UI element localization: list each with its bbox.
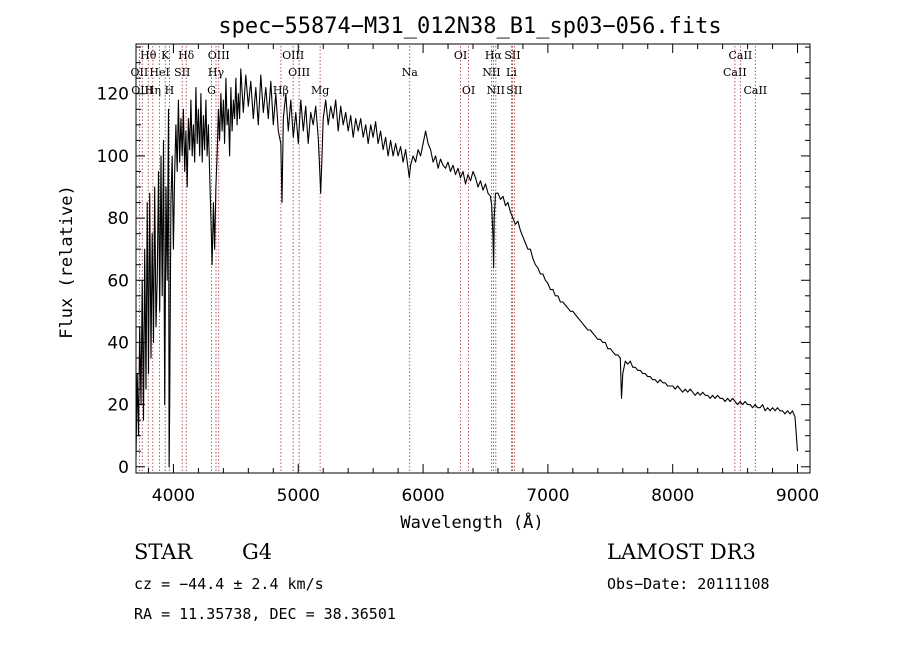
x-tick-label: 7000 [526, 486, 569, 506]
observation-date: Obs−Date: 20111108 [607, 575, 770, 593]
spectral-line-label: Hα [485, 49, 503, 62]
spectral-line-label: G [207, 84, 216, 97]
x-axis-ticks: 4000 5000 6000 7000 8000 9000 [147, 44, 819, 506]
spectral-line-label: Hθ [140, 49, 157, 62]
y-tick-label: 120 [97, 85, 129, 105]
x-tick-label: 8000 [651, 486, 694, 506]
spectral-line-label: OIII [282, 49, 304, 62]
spectral-line-label: OIII [208, 49, 230, 62]
y-tick-label: 100 [97, 147, 129, 167]
object-class: STAR [134, 540, 193, 564]
spectral-line-label: Hη [145, 84, 161, 97]
x-tick-label: 4000 [152, 486, 195, 506]
spectral-line-label: HeI [149, 66, 169, 79]
chart-title: spec−55874−M31_012N38_B1_sp03−056.fits [218, 14, 721, 39]
spectral-line-label: CaII [729, 49, 753, 62]
x-tick-label: 9000 [776, 486, 819, 506]
coordinates: RA = 11.35738, DEC = 38.36501 [134, 605, 396, 623]
redshift-value: cz = −44.4 ± 2.4 km/s [134, 575, 324, 593]
x-tick-label: 6000 [401, 486, 444, 506]
y-axis-ticks: 0 20 40 60 80 100 120 [97, 46, 810, 478]
spectral-line-label: SII [504, 49, 520, 62]
object-subclass: G4 [242, 540, 272, 564]
spectral-line-markers [138, 46, 756, 473]
spectral-line-label: NII [487, 84, 505, 97]
spectral-line-label: OI [462, 84, 475, 97]
y-axis-label: Flux (relative) [57, 185, 77, 339]
survey-name: LAMOST DR3 [607, 540, 756, 564]
spectral-line-label: OI [454, 49, 467, 62]
spectral-line-label: SII [174, 66, 190, 79]
spectrum-line [135, 68, 799, 468]
y-tick-label: 60 [107, 271, 129, 291]
spectral-line-label: Hδ [178, 49, 195, 62]
spectral-line-label: OII [131, 66, 149, 79]
spectral-line-label: Mg [311, 84, 329, 97]
spectral-line-label: H [165, 84, 175, 97]
x-axis-label: Wavelength (Å) [400, 511, 543, 533]
spectral-line-label: K [161, 49, 170, 62]
y-tick-label: 0 [118, 458, 129, 478]
spectral-line-label: SII [506, 84, 522, 97]
x-tick-label: 5000 [277, 486, 320, 506]
spectral-line-label: Hγ [208, 66, 225, 79]
spectral-line-label: CaII [743, 84, 767, 97]
spectral-line-label: Hβ [273, 84, 289, 97]
spectral-line-label: Na [402, 66, 419, 79]
y-tick-label: 40 [107, 333, 129, 353]
spectral-line-label: CaII [723, 66, 747, 79]
spectral-line-label: OIII [288, 66, 310, 79]
spectral-line-label: Li [506, 66, 517, 79]
y-tick-label: 20 [107, 396, 129, 416]
y-tick-label: 80 [107, 209, 129, 229]
spectral-line-label: NII [482, 66, 500, 79]
